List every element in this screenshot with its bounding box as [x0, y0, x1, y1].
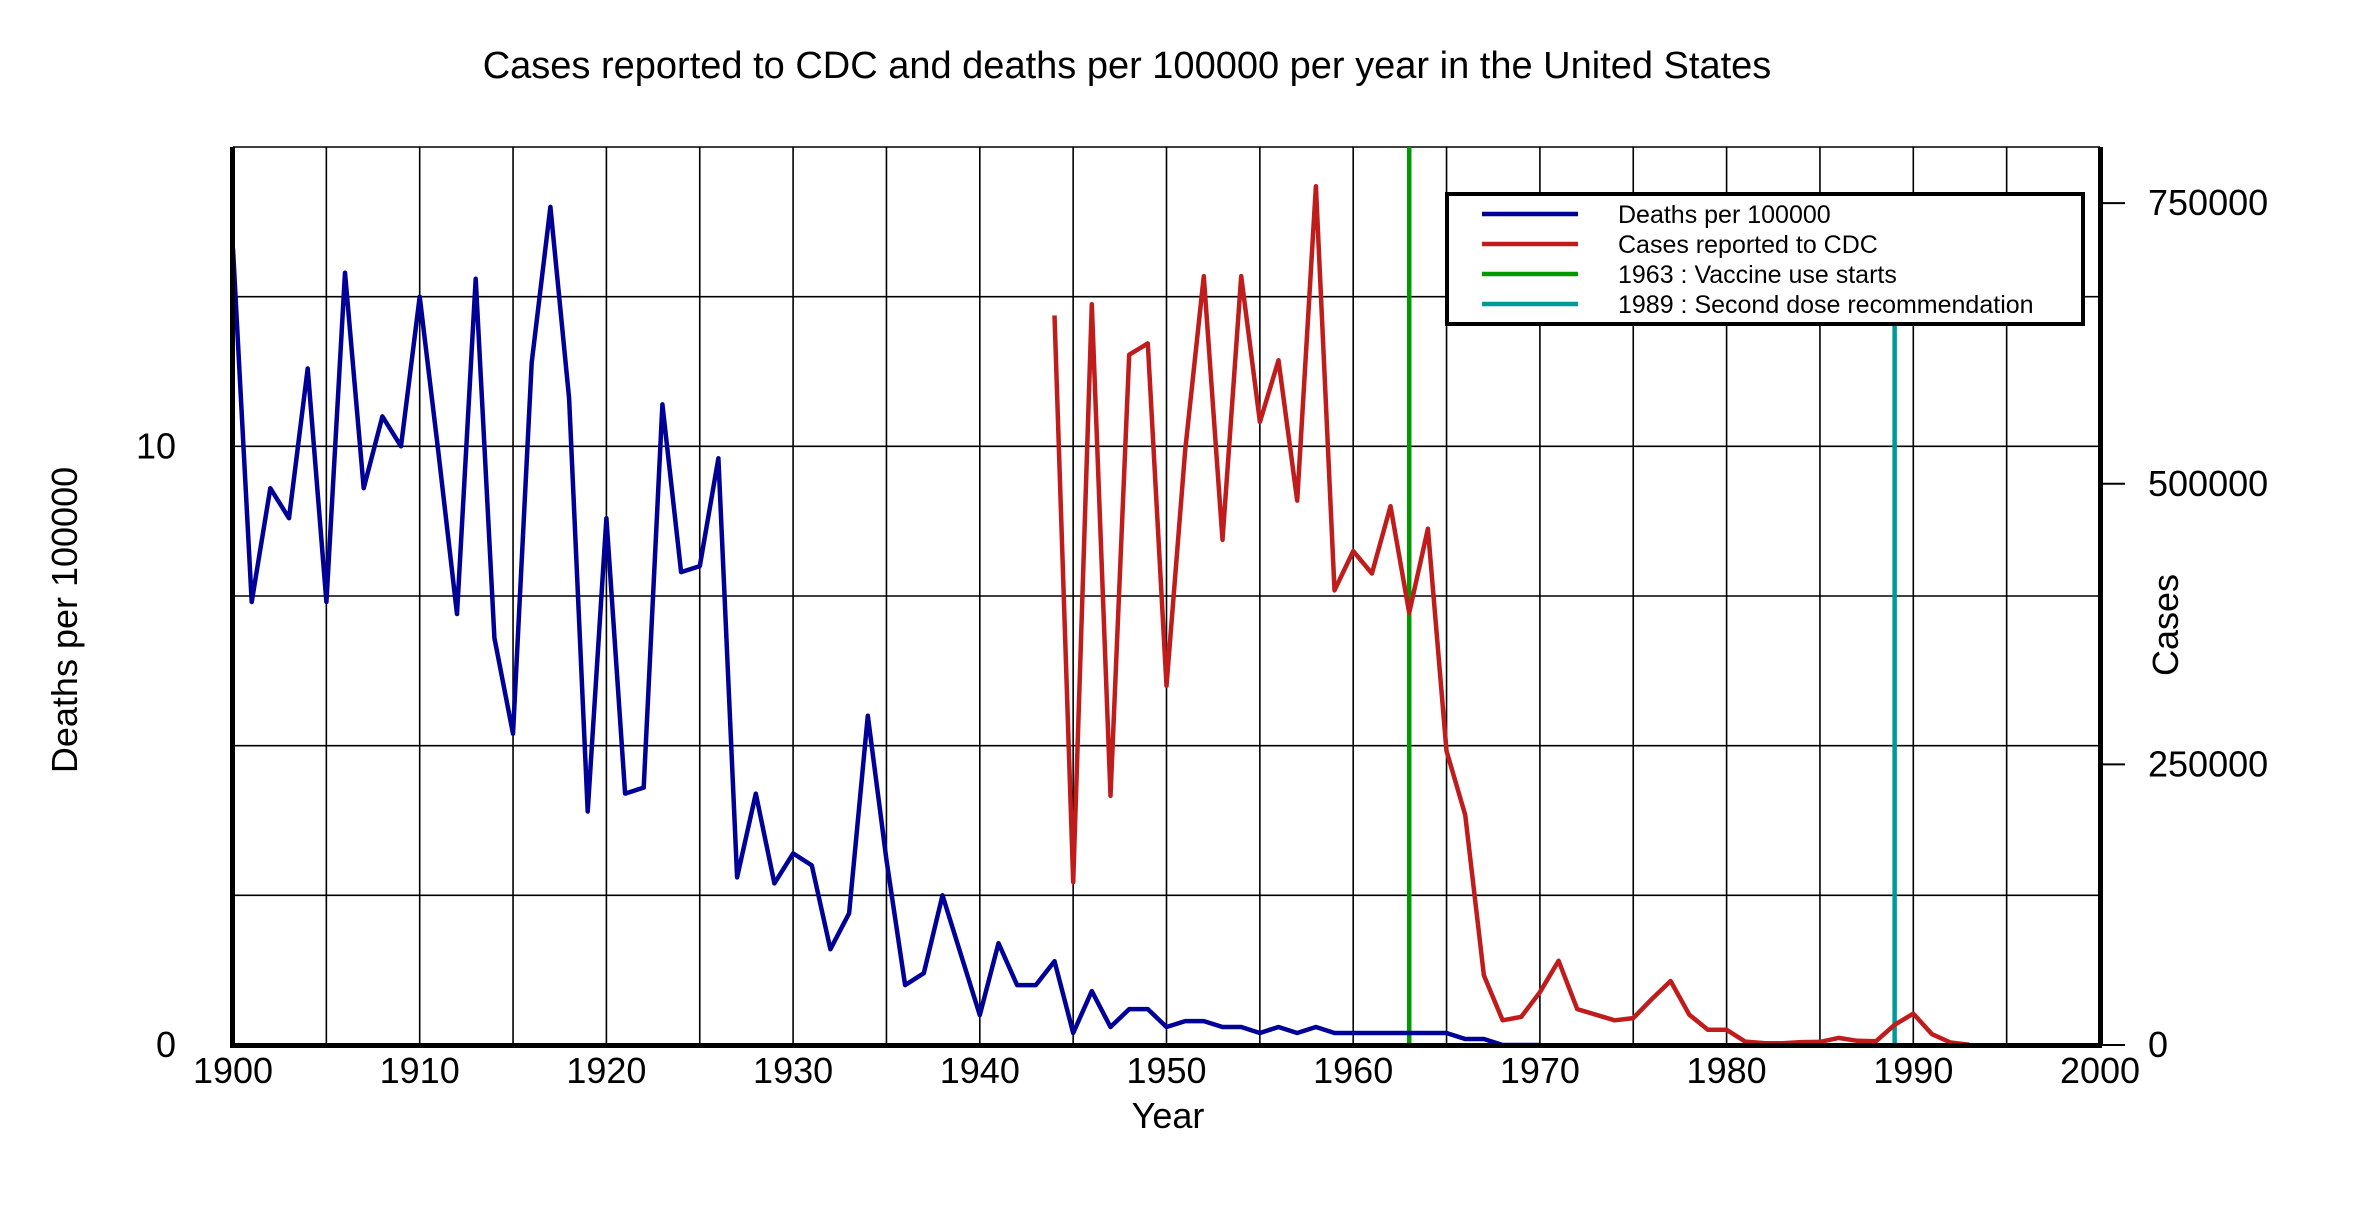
y-left-tick-label: 10 — [136, 425, 176, 466]
chart-title: Cases reported to CDC and deaths per 100… — [483, 45, 1772, 87]
reference-lines — [1406, 147, 1897, 1045]
x-tick-label: 1910 — [380, 1050, 460, 1091]
legend-label: Cases reported to CDC — [1618, 231, 1878, 259]
x-axis-line — [230, 1043, 2102, 1048]
series-lines — [230, 184, 1970, 1048]
x-tick-label: 1990 — [1873, 1050, 1953, 1091]
x-tick-label: 1900 — [193, 1050, 273, 1091]
y-axis-left: 0 10 — [136, 425, 176, 1065]
y-axis-left-label: Deaths per 100000 — [44, 467, 85, 773]
x-tick-label: 1950 — [1126, 1050, 1206, 1091]
series-line — [230, 204, 1540, 1048]
x-tick-label: 1970 — [1500, 1050, 1580, 1091]
legend-label: 1963 : Vaccine use starts — [1618, 261, 1897, 289]
y-right-tick-label: 250000 — [2148, 743, 2268, 784]
y-axis-right: 0 250000 500000 750000 — [2100, 182, 2268, 1065]
x-tick-label: 1960 — [1313, 1050, 1393, 1091]
y-right-tick-label: 750000 — [2148, 182, 2268, 223]
y-axis-right-label: Cases — [2145, 574, 2186, 676]
legend-label: Deaths per 100000 — [1618, 201, 1831, 229]
x-tick-label: 1940 — [940, 1050, 1020, 1091]
legend-label: 1989 : Second dose recommendation — [1618, 291, 2034, 319]
series-line — [1052, 184, 1970, 1047]
y-axis-left-line — [230, 147, 235, 1046]
x-axis-label: Year — [1132, 1095, 1205, 1136]
x-axis: 1900 1910 1920 1930 1940 1950 1960 1970 1980 1990… — [193, 1050, 2140, 1091]
x-tick-label: 1920 — [566, 1050, 646, 1091]
x-tick-label: 1930 — [753, 1050, 833, 1091]
x-tick-label: 1980 — [1687, 1050, 1767, 1091]
y-axis-right-line — [2098, 147, 2103, 1046]
y-right-tick-label: 500000 — [2148, 463, 2268, 504]
x-tick-label: 2000 — [2060, 1050, 2140, 1091]
y-left-tick-label: 0 — [156, 1024, 176, 1065]
y-right-tick-label: 0 — [2148, 1024, 2168, 1065]
